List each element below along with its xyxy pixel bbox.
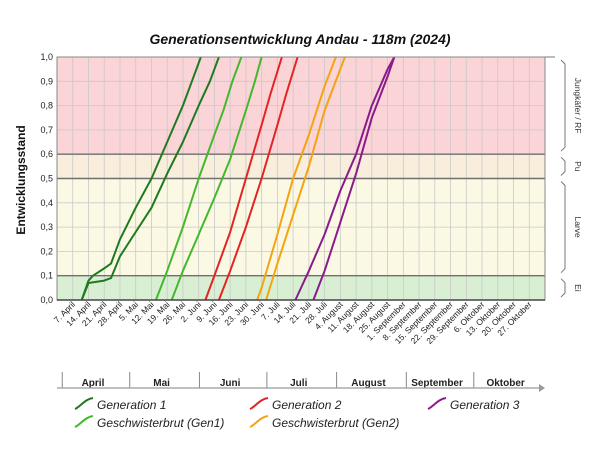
stage-label: Pu [573,161,583,172]
y-tick-label: 0,4 [40,198,53,208]
series-line [170,56,263,301]
series-line [80,56,220,301]
stage-label: Larve [573,216,583,238]
legend-swatch [249,397,269,410]
stage-bracket [560,59,566,152]
legend-label: Generation 1 [97,398,166,412]
stage-bracket [560,156,566,176]
legend-swatch [74,415,94,428]
series-line [80,56,202,301]
y-tick-labels: 0,0 0,1 0,2 0,3 0,4 0,5 0,6 0,7 0,8 0,9 1,0 [40,52,53,305]
legend: Generation 1 Generation 2 Generation 3 Gesc… [74,397,520,430]
series-line [312,56,396,301]
y-tick-label: 0,3 [40,222,53,232]
series-line [256,56,337,301]
month-label: Mai [153,378,170,389]
month-label: September [411,378,463,389]
series-line [204,56,283,301]
stage-bracket [560,278,566,298]
series-line [217,56,299,301]
month-axis-arrow-icon [539,384,545,392]
legend-label: Geschwisterbrut (Gen2) [272,416,399,430]
y-tick-label: 0,7 [40,125,53,135]
legend-swatch [74,397,94,410]
stage-bracket [560,181,566,274]
legend-swatch [427,397,447,410]
y-tick-label: 0,1 [40,271,53,281]
month-label: Oktober [486,378,524,389]
month-label: Juli [290,378,307,389]
legend-label: Generation 2 [272,398,342,412]
legend-swatch [249,415,269,428]
month-label: Juni [220,378,241,389]
plot-frame [56,56,546,301]
chart-title: Generationsentwicklung Andau - 118m (202… [149,31,450,47]
y-tick-label: 0,9 [40,76,53,86]
y-tick-label: 0,0 [40,295,53,305]
month-axis: April Mai Juni Juli August September Oktober [57,372,545,392]
stage-labels: Ei Larve Pu Jungkäfer / RF [545,56,583,298]
month-label: August [351,378,386,389]
month-label: April [82,378,105,389]
series-line [265,56,346,301]
y-tick-label: 1,0 [40,52,53,62]
stage-label: Ei [573,284,583,292]
y-tick-label: 0,5 [40,174,53,184]
y-tick-label: 0,6 [40,149,53,159]
y-axis-label: Entwicklungsstand [14,125,28,234]
y-tick-label: 0,8 [40,101,53,111]
series-lines [80,56,396,301]
legend-label: Generation 3 [450,398,520,412]
legend-label: Geschwisterbrut (Gen1) [97,416,224,430]
stage-label: Jungkäfer / RF [573,78,583,134]
series-line [294,56,396,301]
y-tick-label: 0,2 [40,246,53,256]
series-line [154,56,243,301]
